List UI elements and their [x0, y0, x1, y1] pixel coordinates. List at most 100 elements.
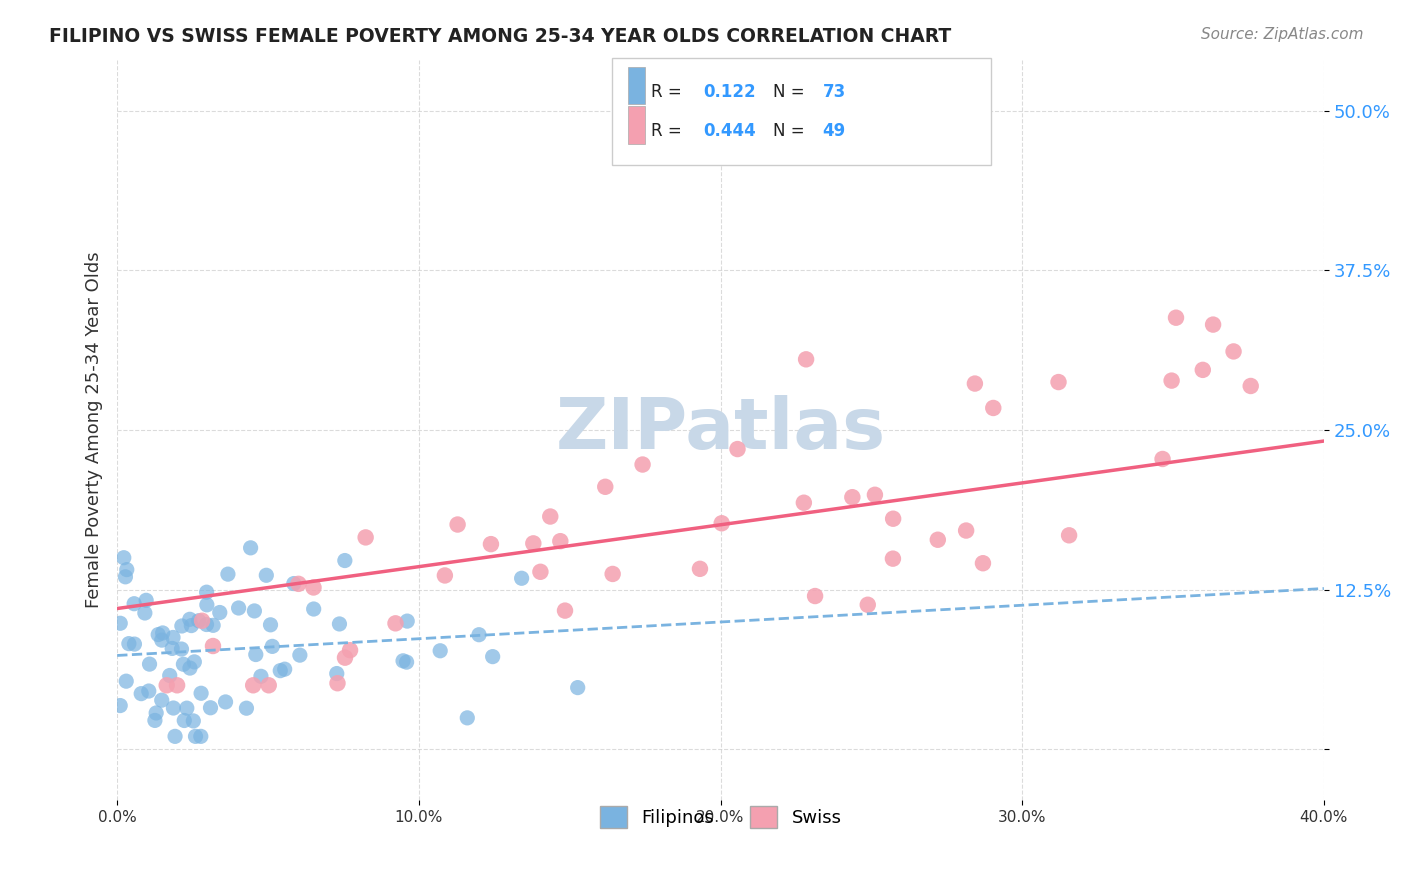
Filipinos — [195, 585, 218, 599]
Text: FILIPINO VS SWISS FEMALE POVERTY AMONG 25-34 YEAR OLDS CORRELATION CHART: FILIPINO VS SWISS FEMALE POVERTY AMONG 2… — [49, 27, 952, 45]
Swiss — [522, 536, 544, 550]
Filipinos — [187, 614, 209, 628]
Swiss — [191, 614, 214, 628]
Filipinos — [180, 618, 202, 632]
Filipinos — [181, 714, 204, 728]
Filipinos — [165, 730, 187, 744]
Filipinos — [195, 598, 218, 612]
Text: N =: N = — [773, 83, 810, 101]
Filipinos — [302, 602, 325, 616]
Swiss — [166, 678, 188, 692]
Filipinos — [217, 567, 239, 582]
Swiss — [1047, 375, 1070, 389]
Filipinos — [176, 701, 198, 715]
Filipinos — [328, 616, 350, 631]
Filipinos — [567, 681, 589, 695]
Filipinos — [283, 576, 305, 591]
Filipinos — [134, 606, 156, 620]
Filipinos — [239, 541, 262, 555]
Filipinos — [138, 657, 160, 672]
Filipinos — [162, 631, 184, 645]
Filipinos — [179, 612, 201, 626]
Filipinos — [200, 700, 222, 714]
Filipinos — [170, 642, 193, 657]
Filipinos — [138, 684, 160, 698]
Swiss — [841, 490, 863, 504]
Filipinos — [159, 668, 181, 682]
Filipinos — [183, 655, 205, 669]
Swiss — [1160, 374, 1182, 388]
Filipinos — [150, 693, 173, 707]
Filipinos — [396, 614, 419, 628]
Filipinos — [288, 648, 311, 662]
Swiss — [1240, 379, 1263, 393]
Filipinos — [112, 550, 135, 565]
Swiss — [631, 458, 654, 472]
Swiss — [156, 678, 179, 692]
Filipinos — [115, 563, 138, 577]
Filipinos — [273, 662, 295, 676]
Swiss — [793, 496, 815, 510]
Swiss — [963, 376, 986, 391]
Filipinos — [262, 640, 284, 654]
Filipinos — [395, 655, 418, 669]
Filipinos — [259, 617, 281, 632]
Filipinos — [245, 648, 267, 662]
Text: N =: N = — [773, 122, 810, 140]
Swiss — [1222, 344, 1244, 359]
Swiss — [554, 604, 576, 618]
Filipinos — [135, 593, 157, 607]
Swiss — [602, 566, 624, 581]
Swiss — [1191, 363, 1213, 377]
Text: 0.122: 0.122 — [703, 83, 755, 101]
Swiss — [794, 352, 817, 367]
Filipinos — [235, 701, 257, 715]
Filipinos — [243, 604, 266, 618]
Swiss — [727, 442, 749, 456]
Swiss — [710, 516, 733, 531]
Filipinos — [190, 730, 212, 744]
Filipinos — [184, 730, 207, 744]
Filipinos — [108, 698, 131, 713]
Swiss — [1202, 318, 1225, 332]
Swiss — [927, 533, 949, 547]
Filipinos — [510, 571, 533, 585]
Swiss — [384, 616, 406, 631]
Text: 73: 73 — [823, 83, 846, 101]
Swiss — [689, 562, 711, 576]
Swiss — [433, 568, 456, 582]
Text: R =: R = — [651, 122, 688, 140]
Filipinos — [172, 657, 194, 672]
Filipinos — [145, 706, 167, 720]
Swiss — [863, 488, 886, 502]
Swiss — [333, 650, 356, 665]
Swiss — [955, 524, 977, 538]
Filipinos — [129, 687, 152, 701]
Filipinos — [118, 637, 141, 651]
Filipinos — [392, 654, 415, 668]
Filipinos — [115, 674, 138, 689]
Text: Source: ZipAtlas.com: Source: ZipAtlas.com — [1201, 27, 1364, 42]
Filipinos — [202, 618, 225, 632]
Filipinos — [456, 711, 478, 725]
Filipinos — [481, 649, 503, 664]
Filipinos — [143, 714, 166, 728]
Swiss — [326, 676, 349, 690]
Filipinos — [468, 628, 491, 642]
Filipinos — [208, 606, 231, 620]
Filipinos — [124, 637, 146, 651]
Y-axis label: Female Poverty Among 25-34 Year Olds: Female Poverty Among 25-34 Year Olds — [86, 252, 103, 608]
Text: 0.444: 0.444 — [703, 122, 756, 140]
Swiss — [354, 530, 377, 544]
Swiss — [593, 480, 616, 494]
Filipinos — [228, 601, 250, 615]
Swiss — [257, 678, 280, 692]
Filipinos — [160, 641, 183, 656]
Swiss — [1057, 528, 1080, 542]
Swiss — [882, 551, 904, 566]
Swiss — [446, 517, 468, 532]
Swiss — [479, 537, 502, 551]
Text: 49: 49 — [823, 122, 846, 140]
Filipinos — [114, 570, 136, 584]
Filipinos — [148, 627, 170, 641]
